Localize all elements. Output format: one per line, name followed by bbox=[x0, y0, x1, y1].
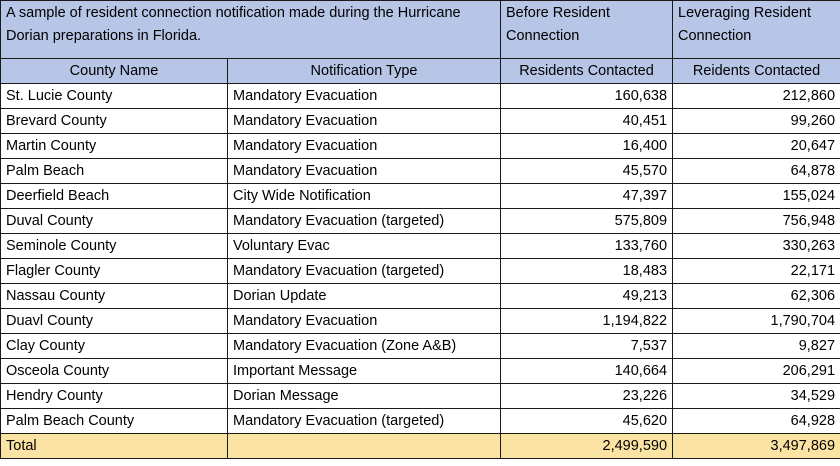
after-count-cell: 330,263 bbox=[672, 233, 840, 259]
before-count-cell: 140,664 bbox=[500, 358, 674, 384]
before-count-cell: 49,213 bbox=[500, 283, 674, 309]
before-count-cell: 18,483 bbox=[500, 258, 674, 284]
county-cell: Martin County bbox=[0, 133, 228, 159]
after-count-cell: 212,860 bbox=[672, 83, 840, 109]
notification-type-cell: Mandatory Evacuation (Zone A&B) bbox=[226, 333, 502, 359]
county-cell: Deerfield Beach bbox=[0, 183, 228, 209]
county-cell: Brevard County bbox=[0, 108, 228, 134]
total-row: Total 2,499,590 3,497,869 bbox=[0, 433, 840, 459]
table-row: Flagler County Mandatory Evacuation (targ… bbox=[0, 258, 840, 284]
county-cell: St. Lucie County bbox=[0, 83, 228, 109]
after-group-header: Leveraging Resident Connection bbox=[672, 0, 840, 59]
county-name-header: County Name bbox=[0, 58, 228, 84]
notification-type-cell: Dorian Update bbox=[226, 283, 502, 309]
after-count-cell: 22,171 bbox=[672, 258, 840, 284]
table-row: Osceola County Important Message 140,664 20… bbox=[0, 358, 840, 384]
after-count-cell: 62,306 bbox=[672, 283, 840, 309]
before-count-cell: 47,397 bbox=[500, 183, 674, 209]
notification-type-cell: Mandatory Evacuation bbox=[226, 133, 502, 159]
after-count-cell: 756,948 bbox=[672, 208, 840, 234]
table-row: Palm Beach Mandatory Evacuation 45,570 64,8… bbox=[0, 158, 840, 184]
before-count-cell: 133,760 bbox=[500, 233, 674, 259]
before-count-cell: 7,537 bbox=[500, 333, 674, 359]
table-row: Duval County Mandatory Evacuation (target… bbox=[0, 208, 840, 234]
table-row: Martin County Mandatory Evacuation 16,400 2… bbox=[0, 133, 840, 159]
county-cell: Hendry County bbox=[0, 383, 228, 409]
notification-type-cell: Mandatory Evacuation bbox=[226, 158, 502, 184]
table-row: Duavl County Mandatory Evacuation 1,194,82… bbox=[0, 308, 840, 334]
after-count-cell: 20,647 bbox=[672, 133, 840, 159]
before-count-cell: 45,620 bbox=[500, 408, 674, 434]
after-count-cell: 64,928 bbox=[672, 408, 840, 434]
before-count-cell: 40,451 bbox=[500, 108, 674, 134]
before-count-cell: 45,570 bbox=[500, 158, 674, 184]
table-row: St. Lucie County Mandatory Evacuation 160,… bbox=[0, 83, 840, 109]
county-cell: Duval County bbox=[0, 208, 228, 234]
before-count-cell: 575,809 bbox=[500, 208, 674, 234]
notification-type-cell: Mandatory Evacuation bbox=[226, 83, 502, 109]
county-cell: Osceola County bbox=[0, 358, 228, 384]
after-residents-contacted-header: Reidents Contacted bbox=[672, 58, 840, 84]
after-count-cell: 99,260 bbox=[672, 108, 840, 134]
before-residents-contacted-header: Residents Contacted bbox=[500, 58, 674, 84]
notification-type-cell: Important Message bbox=[226, 358, 502, 384]
after-count-cell: 206,291 bbox=[672, 358, 840, 384]
table-row: Nassau County Dorian Update 49,213 62,306 bbox=[0, 283, 840, 309]
before-count-cell: 160,638 bbox=[500, 83, 674, 109]
before-count-cell: 16,400 bbox=[500, 133, 674, 159]
county-cell: Duavl County bbox=[0, 308, 228, 334]
notification-type-cell: Mandatory Evacuation (targeted) bbox=[226, 258, 502, 284]
before-count-cell: 23,226 bbox=[500, 383, 674, 409]
notification-type-cell: Voluntary Evac bbox=[226, 233, 502, 259]
table-caption: A sample of resident connection notifica… bbox=[0, 0, 502, 59]
notification-type-cell: Mandatory Evacuation (targeted) bbox=[226, 408, 502, 434]
total-after-cell: 3,497,869 bbox=[672, 433, 840, 459]
caption-row: A sample of resident connection notifica… bbox=[0, 0, 840, 59]
notification-type-cell: Mandatory Evacuation bbox=[226, 308, 502, 334]
total-empty-cell bbox=[226, 433, 502, 459]
before-group-header: Before Resident Connection bbox=[500, 0, 674, 59]
total-label: Total bbox=[0, 433, 228, 459]
county-cell: Nassau County bbox=[0, 283, 228, 309]
before-count-cell: 1,194,822 bbox=[500, 308, 674, 334]
county-cell: Clay County bbox=[0, 333, 228, 359]
notification-type-cell: Mandatory Evacuation (targeted) bbox=[226, 208, 502, 234]
county-cell: Palm Beach bbox=[0, 158, 228, 184]
notification-type-cell: City Wide Notification bbox=[226, 183, 502, 209]
table-row: Brevard County Mandatory Evacuation 40,451… bbox=[0, 108, 840, 134]
after-count-cell: 34,529 bbox=[672, 383, 840, 409]
after-count-cell: 155,024 bbox=[672, 183, 840, 209]
total-before-cell: 2,499,590 bbox=[500, 433, 674, 459]
after-count-cell: 64,878 bbox=[672, 158, 840, 184]
table-row: Clay County Mandatory Evacuation (Zone A&… bbox=[0, 333, 840, 359]
notification-type-cell: Mandatory Evacuation bbox=[226, 108, 502, 134]
table-row: Hendry County Dorian Message 23,226 34,529 bbox=[0, 383, 840, 409]
column-header-row: County Name Notification Type Residents … bbox=[0, 58, 840, 84]
county-cell: Palm Beach County bbox=[0, 408, 228, 434]
table-row: Seminole County Voluntary Evac 133,760 330,… bbox=[0, 233, 840, 259]
notification-type-cell: Dorian Message bbox=[226, 383, 502, 409]
after-count-cell: 1,790,704 bbox=[672, 308, 840, 334]
county-cell: Flagler County bbox=[0, 258, 228, 284]
table-row: Deerfield Beach City Wide Notification 47,… bbox=[0, 183, 840, 209]
table-row: Palm Beach County Mandatory Evacuation (t… bbox=[0, 408, 840, 434]
after-count-cell: 9,827 bbox=[672, 333, 840, 359]
notification-type-header: Notification Type bbox=[226, 58, 502, 84]
county-cell: Seminole County bbox=[0, 233, 228, 259]
